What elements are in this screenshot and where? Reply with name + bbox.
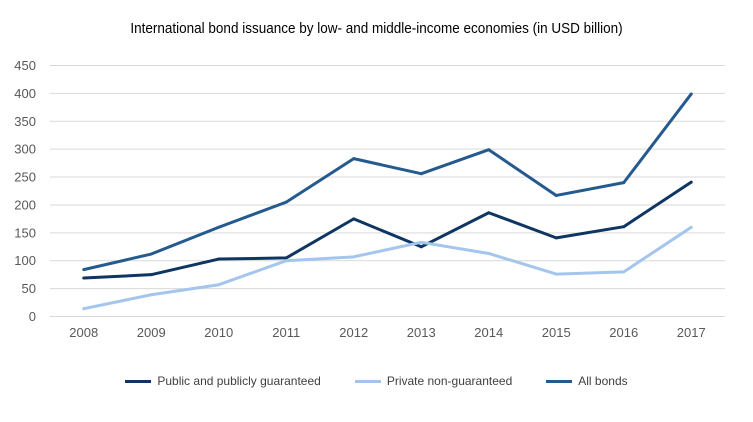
data-point bbox=[689, 92, 693, 96]
y-tick-label: 450 bbox=[14, 58, 36, 73]
x-tick-label: 2009 bbox=[137, 325, 166, 340]
data-point bbox=[622, 270, 626, 274]
legend-swatch bbox=[546, 379, 573, 383]
data-point bbox=[149, 273, 153, 277]
x-tick-label: 2017 bbox=[677, 325, 706, 340]
y-tick-label: 0 bbox=[29, 309, 36, 324]
y-tick-label: 400 bbox=[14, 86, 36, 101]
data-point bbox=[352, 255, 356, 259]
data-point bbox=[149, 293, 153, 297]
x-tick-label: 2012 bbox=[339, 325, 368, 340]
y-tick-label: 350 bbox=[14, 114, 36, 129]
y-tick-label: 300 bbox=[14, 142, 36, 157]
data-point bbox=[689, 225, 693, 229]
data-point bbox=[217, 225, 221, 229]
data-point bbox=[82, 276, 86, 280]
legend-swatch bbox=[354, 379, 381, 383]
data-point bbox=[554, 236, 558, 240]
series-line-1 bbox=[83, 226, 693, 311]
data-point bbox=[487, 251, 491, 255]
legend-label: Private non-guaranteed bbox=[386, 374, 513, 388]
data-point bbox=[554, 272, 558, 276]
x-tick-label: 2013 bbox=[407, 325, 436, 340]
data-point bbox=[622, 225, 626, 229]
chart-title: International bond issuance by low- and … bbox=[130, 20, 623, 37]
y-tick-label: 100 bbox=[14, 253, 36, 268]
series-line-0 bbox=[83, 180, 693, 280]
data-point bbox=[82, 307, 86, 311]
data-point bbox=[149, 252, 153, 256]
y-tick-label: 50 bbox=[22, 281, 36, 296]
legend-item-private: Private non-guaranteed bbox=[354, 374, 513, 388]
legend-label: Public and publicly guaranteed bbox=[157, 374, 321, 388]
data-point bbox=[352, 157, 356, 161]
data-point bbox=[487, 148, 491, 152]
data-point bbox=[82, 268, 86, 272]
y-tick-label: 250 bbox=[14, 170, 36, 185]
y-tick-label: 150 bbox=[14, 225, 36, 240]
legend: Public and publicly guaranteed Private n… bbox=[0, 374, 753, 388]
data-point bbox=[689, 180, 693, 184]
data-point bbox=[284, 200, 288, 204]
x-tick-label: 2016 bbox=[609, 325, 638, 340]
data-point bbox=[284, 259, 288, 263]
x-tick-label: 2010 bbox=[204, 325, 233, 340]
data-point bbox=[352, 217, 356, 221]
data-point bbox=[217, 283, 221, 287]
legend-item-public: Public and publicly guaranteed bbox=[125, 374, 321, 388]
data-point bbox=[217, 257, 221, 261]
data-point bbox=[554, 193, 558, 197]
series-line-2 bbox=[83, 93, 693, 272]
x-tick-label: 2011 bbox=[272, 325, 300, 340]
data-point bbox=[487, 211, 491, 215]
legend-item-all: All bonds bbox=[546, 374, 628, 388]
data-point bbox=[622, 181, 626, 185]
legend-label: All bonds bbox=[578, 374, 628, 388]
x-tick-label: 2008 bbox=[69, 325, 98, 340]
legend-swatch bbox=[125, 379, 152, 383]
x-tick-label: 2014 bbox=[474, 325, 503, 340]
data-point bbox=[284, 256, 288, 260]
y-tick-label: 200 bbox=[14, 197, 36, 212]
x-tick-label: 2015 bbox=[542, 325, 571, 340]
data-point bbox=[419, 240, 423, 244]
data-point bbox=[419, 172, 423, 176]
data-point bbox=[419, 245, 423, 249]
